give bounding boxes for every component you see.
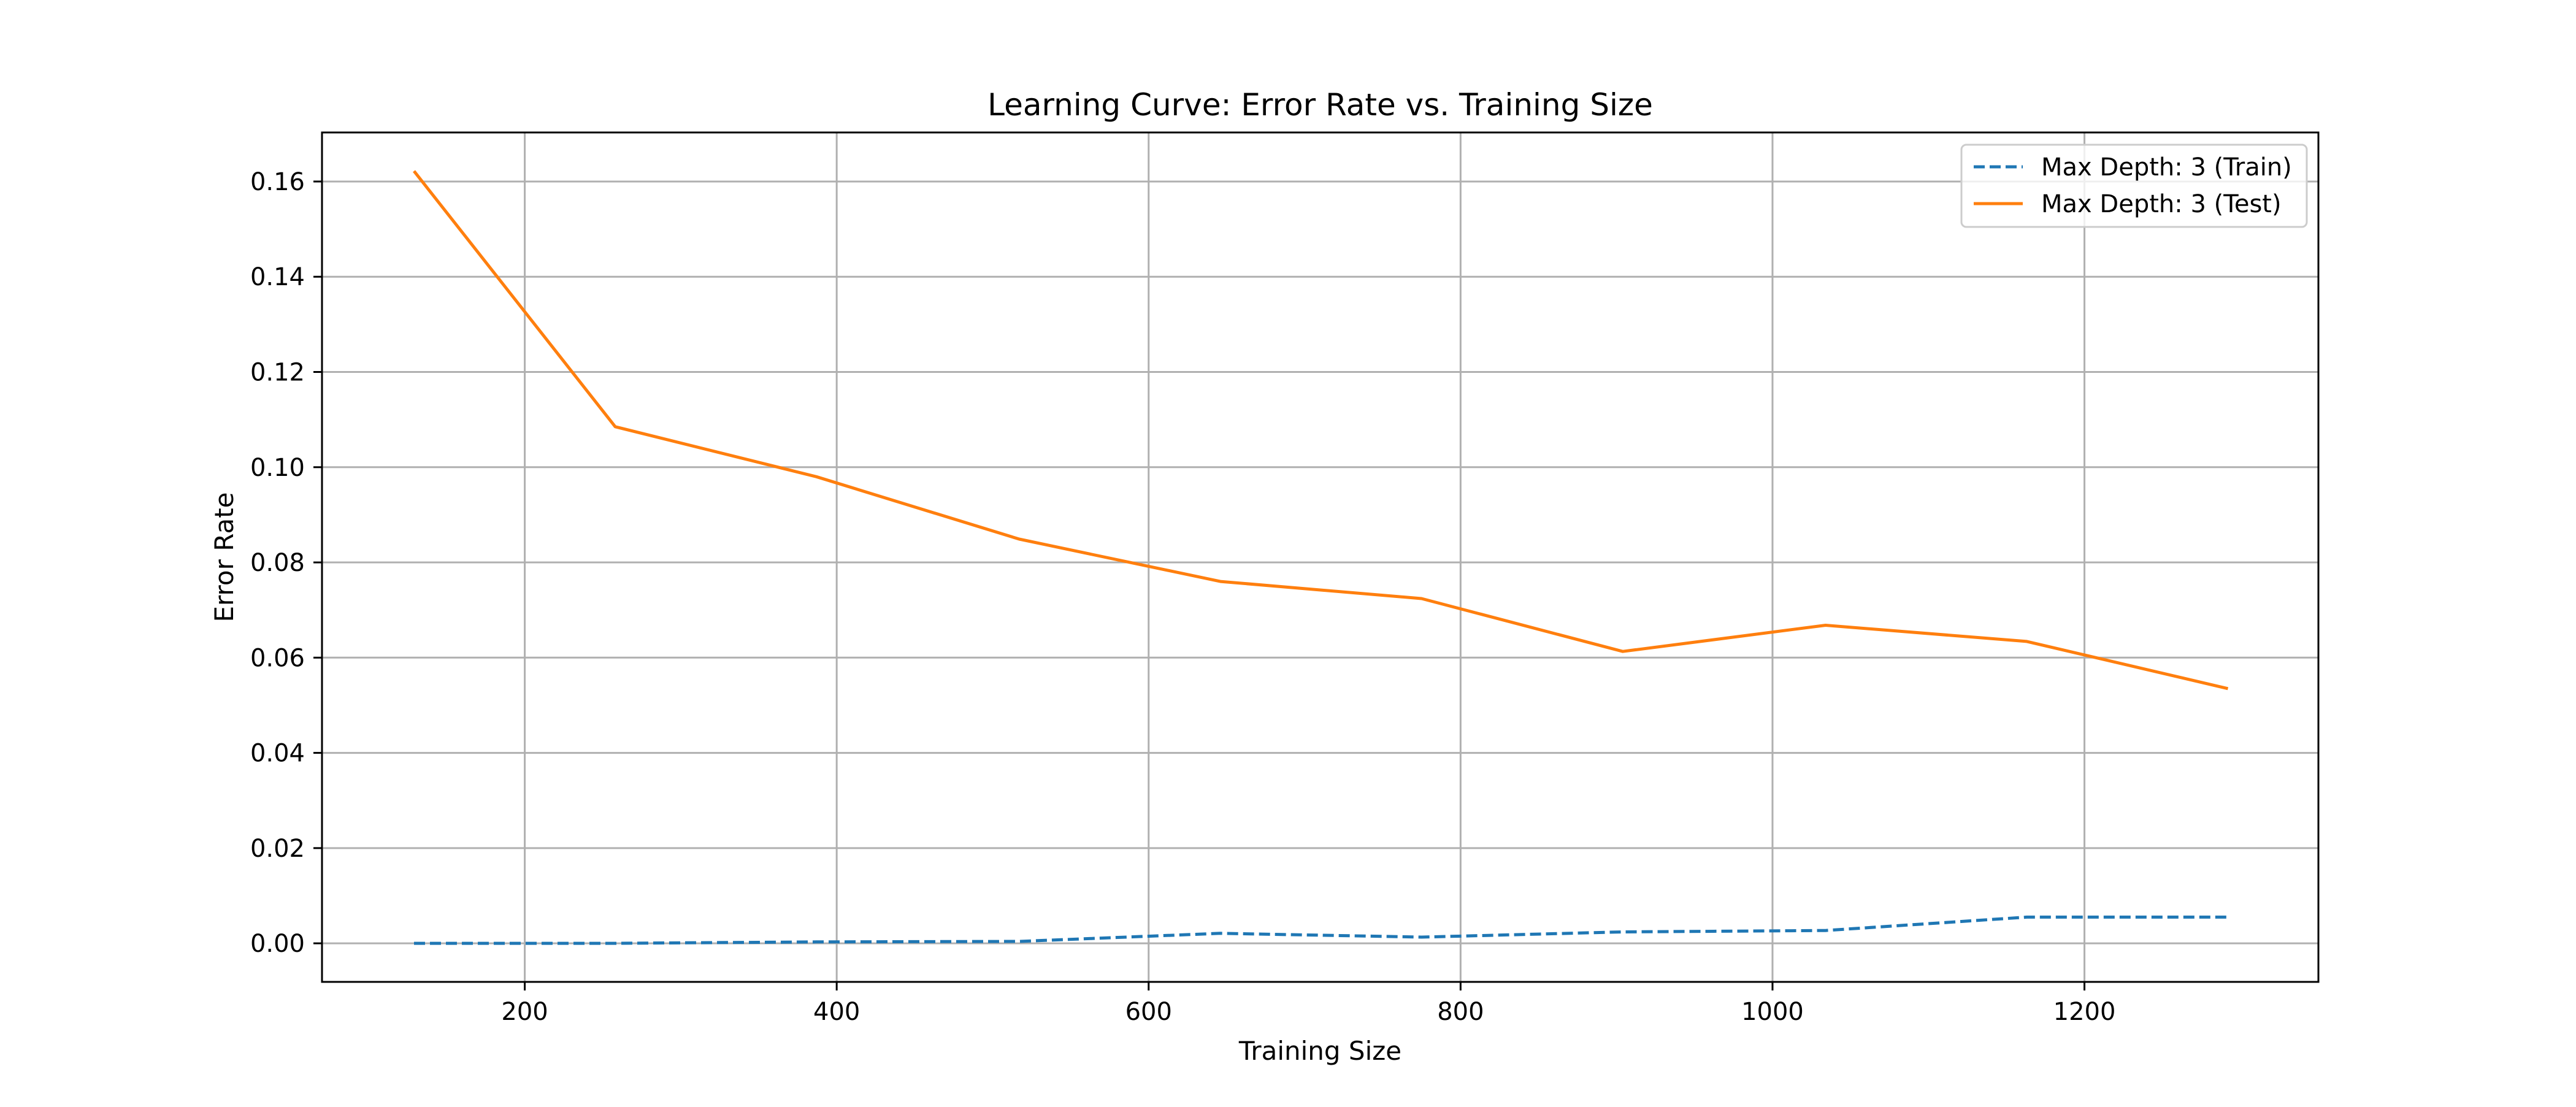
plot-frame [321,131,2320,983]
chart-title: Learning Curve: Error Rate vs. Training … [987,87,1653,123]
grid-layer [322,132,2318,982]
series-layer [413,170,2229,945]
legend: Max Depth: 3 (Train) Max Depth: 3 (Test) [1960,144,2308,228]
legend-label-max-depth-3-train: Max Depth: 3 (Train) [2041,153,2292,182]
y-tick-label: 0.02 [250,835,305,863]
y-tick-label: 0.10 [250,454,305,482]
x-tick-label: 200 [501,998,548,1026]
x-tick-label: 1000 [1741,998,1804,1026]
x-tick-label: 800 [1437,998,1484,1026]
legend-box [1960,144,2308,228]
x-tick-label: 600 [1125,998,1172,1026]
x-tick-label: 400 [813,998,860,1026]
x-axis-title: Training Size [1238,1036,1401,1066]
y-axis-title: Error Rate [209,492,239,622]
series-line-max-depth-3-test [413,170,2229,691]
tick-layer: 200 400 600 800 1000 1200 0.00 0.02 0.04 0.06 0.08… [250,168,2116,1026]
x-tick-label: 1200 [2053,998,2116,1026]
y-tick-label: 0.08 [250,549,305,577]
legend-label-max-depth-3-test: Max Depth: 3 (Test) [2041,190,2282,218]
y-tick-label: 0.00 [250,930,305,958]
y-tick-label: 0.04 [250,740,305,768]
y-tick-label: 0.16 [250,168,305,196]
y-tick-label: 0.12 [250,359,305,387]
y-tick-label: 0.06 [250,644,305,672]
y-tick-label: 0.14 [250,263,305,291]
